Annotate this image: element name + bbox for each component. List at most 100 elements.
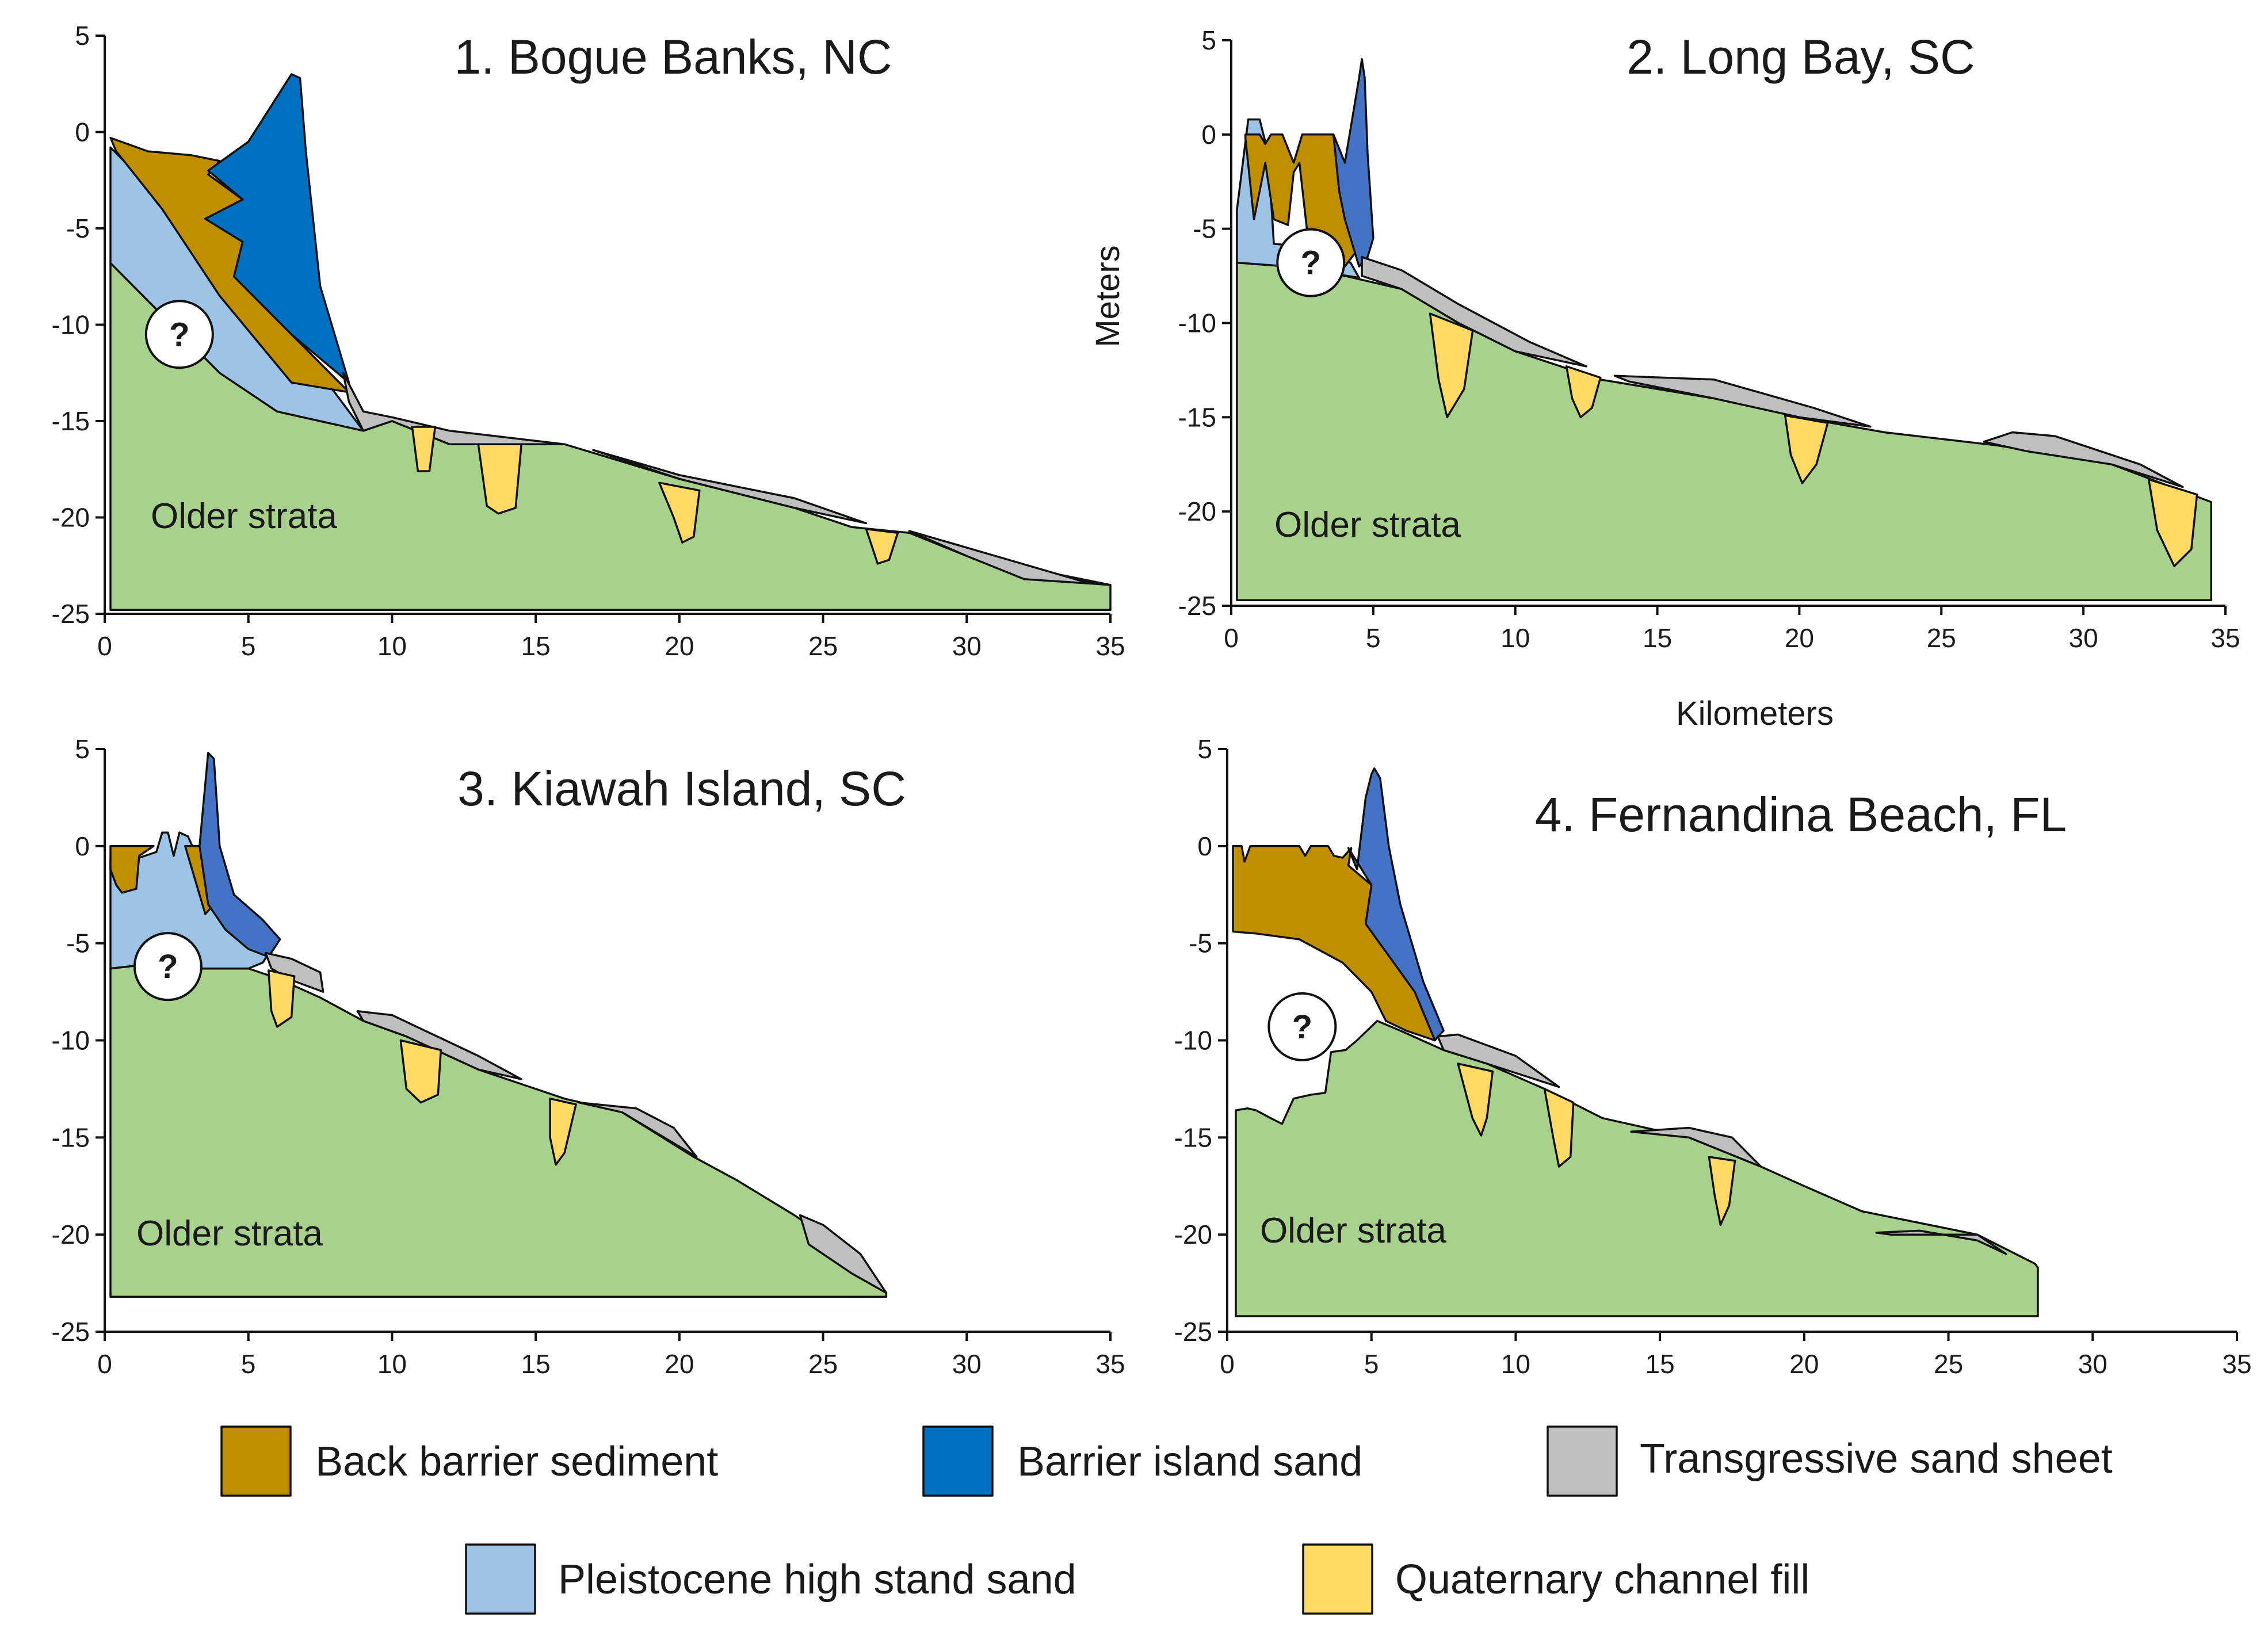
- x-tick-label: 10: [377, 1349, 407, 1379]
- x-axis-label: Kilometers: [1676, 695, 1834, 732]
- legend-swatch-barrier-sand: [922, 1425, 994, 1497]
- y-tick-label: 0: [1197, 831, 1212, 861]
- unit-transgressive-2: [1630, 1126, 1762, 1168]
- unknown-marker: [144, 300, 214, 369]
- panel-p2: 5 0 -5 -10 -15 -20 -25 0 5 10 15 20 25 30 35 2. Long Ba…: [1089, 25, 2240, 732]
- unknown-marker-label: ?: [1292, 1008, 1312, 1046]
- x-tick-label: 15: [1643, 623, 1672, 653]
- unit-barrier-sand: [1347, 767, 1445, 1042]
- legend-swatch-transgressive: [1547, 1425, 1618, 1497]
- x-tick-label: 35: [1095, 631, 1125, 661]
- legend-label-pleistocene: Pleistocene high stand sand: [558, 1557, 1076, 1603]
- unknown-marker: [133, 932, 203, 1002]
- older-strata-label: Older strata: [1274, 505, 1461, 545]
- legend-swatch-channel: [1302, 1543, 1373, 1615]
- x-tick-label: 0: [1224, 623, 1239, 653]
- x-tick-label: 0: [97, 1349, 112, 1379]
- older-strata-label: Older strata: [151, 496, 337, 536]
- x-tick-label: 5: [241, 1349, 256, 1379]
- y-tick-label: -10: [1178, 308, 1216, 338]
- y-tick-label: -5: [66, 213, 90, 243]
- x-tick-label: 15: [1645, 1349, 1675, 1379]
- unit-transgressive-3: [578, 1101, 698, 1158]
- y-tick-label: -15: [52, 406, 90, 436]
- unit-channel-2: [1565, 365, 1602, 419]
- unknown-marker-label: ?: [1301, 244, 1321, 282]
- x-tick-label: 20: [1789, 1349, 1819, 1379]
- y-tick-label: -10: [52, 310, 90, 340]
- x-tick-label: 35: [2222, 1349, 2251, 1379]
- x-tick-label: 35: [2210, 623, 2240, 653]
- x-tick-label: 10: [377, 631, 407, 661]
- y-tick-label: 0: [75, 117, 90, 147]
- x-tick-label: 0: [97, 631, 112, 661]
- y-tick-label: -5: [1189, 928, 1212, 958]
- x-tick-label: 25: [808, 1349, 838, 1379]
- x-tick-label: 30: [952, 631, 982, 661]
- y-tick-label: -20: [1174, 1220, 1212, 1249]
- unit-transgressive-2: [1613, 374, 1872, 428]
- unit-channel-4: [2147, 478, 2198, 567]
- panel-title: 3. Kiawah Island, SC: [457, 762, 906, 816]
- x-tick-label: 0: [1220, 1349, 1235, 1379]
- unit-back-barrier: [1244, 133, 1360, 267]
- unit-transgressive-1: [264, 951, 324, 993]
- x-tick-label: 20: [665, 1349, 694, 1379]
- x-tick-label: 30: [952, 1349, 982, 1379]
- x-tick-label: 25: [808, 631, 838, 661]
- unknown-marker-label: ?: [158, 948, 178, 985]
- unit-older-strata: [1235, 1019, 2039, 1317]
- x-tick-label: 30: [2069, 623, 2098, 653]
- y-tick-label: -5: [1193, 214, 1216, 244]
- y-tick-label: -5: [66, 928, 90, 958]
- unit-older-strata: [1236, 261, 2213, 601]
- unit-barrier-sand: [1332, 58, 1374, 267]
- unit-transgressive-4: [799, 1214, 888, 1294]
- y-tick-label: -10: [52, 1026, 90, 1056]
- legend-label-back-barrier: Back barrier sediment: [315, 1439, 718, 1485]
- unknown-marker: [1267, 992, 1337, 1061]
- x-tick-label: 25: [1927, 623, 1956, 653]
- unit-channel-3: [1708, 1156, 1736, 1226]
- unit-transgressive-3: [1983, 431, 2184, 488]
- y-tick-label: -20: [1178, 496, 1216, 526]
- x-tick-label: 15: [521, 1349, 551, 1379]
- unit-transgressive-1: [1361, 256, 1587, 368]
- unit-back-barrier: [1232, 845, 1436, 1042]
- y-tick-label: 5: [1201, 25, 1216, 55]
- x-tick-label: 20: [665, 631, 694, 661]
- unit-channel-3: [1784, 414, 1829, 484]
- unit-transgressive-2: [356, 1010, 522, 1080]
- unknown-marker: [1276, 228, 1346, 297]
- panel-p3: 50-5-10-15-20-250 5 10 15 20 25 30 353. Kiawah …: [52, 734, 1125, 1379]
- unit-channel-1: [411, 426, 437, 472]
- y-tick-label: -20: [52, 1220, 90, 1249]
- unit-channel-2: [1543, 1088, 1575, 1168]
- older-strata-label: Older strata: [1260, 1211, 1446, 1251]
- unit-transgressive-3: [1875, 1229, 2007, 1255]
- y-tick-label: -25: [52, 1317, 90, 1347]
- x-tick-label: 10: [1501, 1349, 1530, 1379]
- y-tick-label: 0: [75, 831, 90, 861]
- y-tick-label: -15: [1178, 402, 1216, 432]
- unit-channel-3: [658, 481, 701, 544]
- unknown-marker-label: ?: [169, 316, 189, 353]
- x-tick-label: 5: [1364, 1349, 1379, 1379]
- y-tick-label: 0: [1201, 120, 1216, 150]
- y-tick-label: 5: [75, 734, 90, 764]
- legend-swatch-back-barrier: [220, 1425, 292, 1497]
- x-tick-label: 10: [1500, 623, 1530, 653]
- y-tick-label: -15: [1174, 1122, 1212, 1152]
- unit-channel-4: [865, 528, 899, 565]
- unit-channel-3: [549, 1098, 577, 1166]
- unit-channel-1: [1429, 312, 1474, 419]
- panels: 50-5-10-15-20-250 5 10 15 20 25 30 351. Bogue B…: [52, 21, 2252, 1379]
- unit-channel-1: [267, 969, 296, 1028]
- older-strata-label: Older strata: [136, 1214, 323, 1253]
- legend-label-channel: Quaternary channel fill: [1395, 1557, 1809, 1603]
- unit-transgressive-1: [1437, 1033, 1560, 1088]
- panel-title: 1. Bogue Banks, NC: [454, 30, 892, 84]
- y-tick-label: -10: [1174, 1026, 1212, 1056]
- unit-channel-1: [1457, 1062, 1494, 1137]
- legend-label-transgressive: Transgressive sand sheet: [1640, 1436, 2113, 1482]
